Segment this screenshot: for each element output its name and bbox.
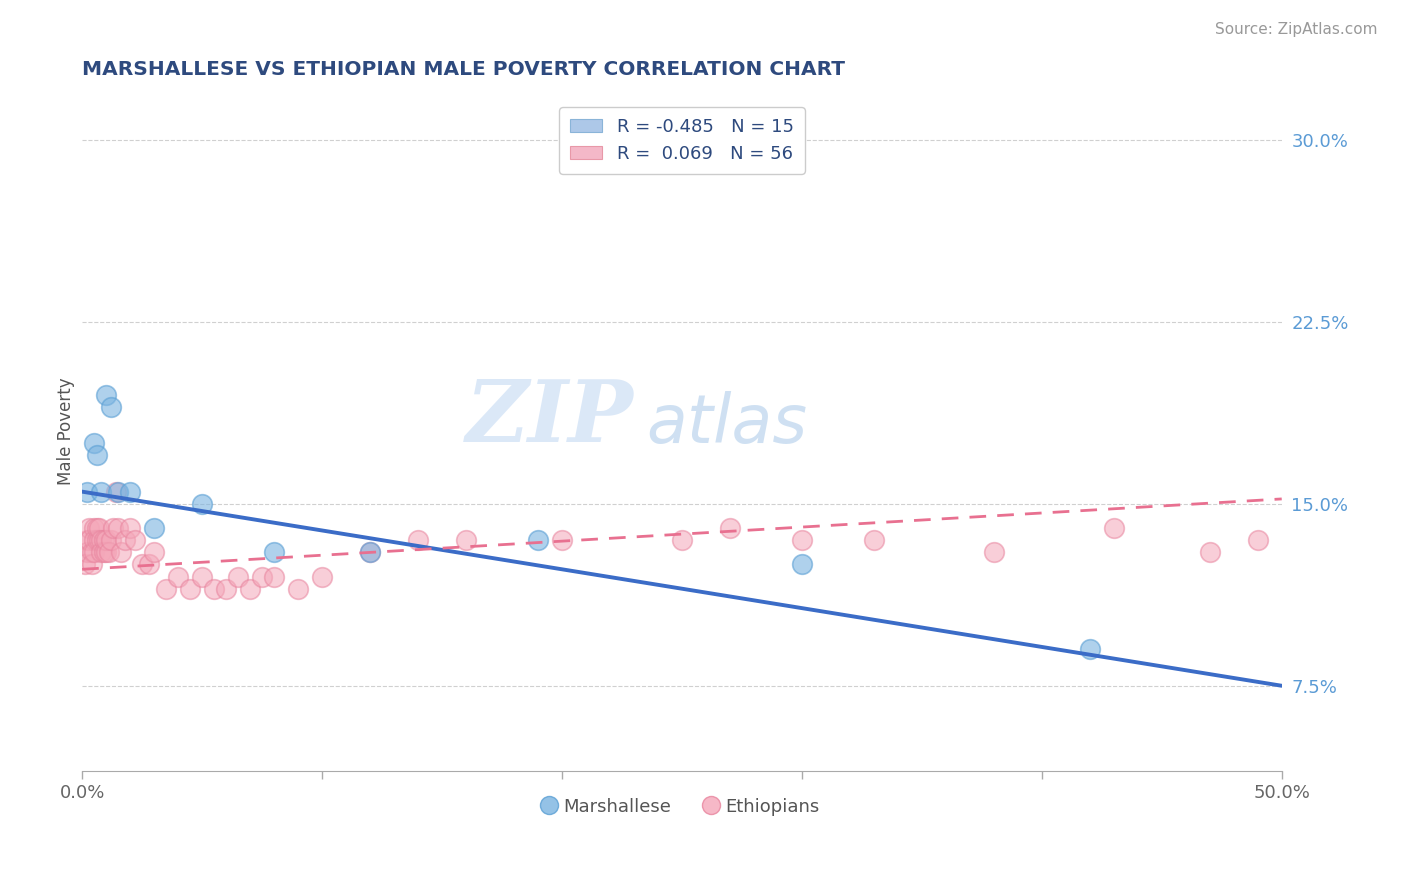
Point xyxy=(226,569,249,583)
Point xyxy=(790,533,813,548)
Point xyxy=(120,521,142,535)
Text: atlas: atlas xyxy=(645,392,807,458)
Point xyxy=(263,569,285,583)
Text: Source: ZipAtlas.com: Source: ZipAtlas.com xyxy=(1215,22,1378,37)
Point xyxy=(80,558,103,572)
Point xyxy=(406,533,429,548)
Point xyxy=(1102,521,1125,535)
Point xyxy=(239,582,262,596)
Point xyxy=(114,533,136,548)
Point xyxy=(191,497,214,511)
Legend: Marshallese, Ethiopians: Marshallese, Ethiopians xyxy=(537,790,827,822)
Point xyxy=(155,582,177,596)
Point xyxy=(73,558,96,572)
Point xyxy=(94,533,117,548)
Point xyxy=(138,558,160,572)
Point xyxy=(93,533,115,548)
Point xyxy=(107,521,129,535)
Point xyxy=(107,484,129,499)
Point xyxy=(671,533,693,548)
Point xyxy=(790,558,813,572)
Point xyxy=(90,545,112,559)
Point xyxy=(287,582,309,596)
Point xyxy=(124,533,146,548)
Point xyxy=(143,521,166,535)
Point xyxy=(110,545,132,559)
Point xyxy=(527,533,550,548)
Point xyxy=(311,569,333,583)
Point xyxy=(143,545,166,559)
Point xyxy=(90,484,112,499)
Point xyxy=(718,521,741,535)
Point xyxy=(83,533,105,548)
Point xyxy=(104,484,127,499)
Point xyxy=(167,569,190,583)
Point xyxy=(191,569,214,583)
Point xyxy=(179,582,201,596)
Point xyxy=(454,533,477,548)
Point xyxy=(131,558,153,572)
Point xyxy=(76,545,98,559)
Point xyxy=(79,533,101,548)
Point xyxy=(87,533,110,548)
Point xyxy=(1247,533,1270,548)
Point xyxy=(103,521,125,535)
Point xyxy=(76,484,98,499)
Point xyxy=(100,533,122,548)
Point xyxy=(359,545,381,559)
Point xyxy=(215,582,238,596)
Point xyxy=(86,521,108,535)
Y-axis label: Male Poverty: Male Poverty xyxy=(58,377,75,484)
Point xyxy=(983,545,1005,559)
Point xyxy=(250,569,273,583)
Point xyxy=(120,484,142,499)
Point xyxy=(863,533,886,548)
Text: MARSHALLESE VS ETHIOPIAN MALE POVERTY CORRELATION CHART: MARSHALLESE VS ETHIOPIAN MALE POVERTY CO… xyxy=(82,60,845,78)
Point xyxy=(76,533,98,548)
Point xyxy=(263,545,285,559)
Point xyxy=(551,533,574,548)
Point xyxy=(83,521,105,535)
Point xyxy=(100,400,122,414)
Point xyxy=(86,448,108,462)
Point xyxy=(83,436,105,450)
Point xyxy=(90,533,112,548)
Point xyxy=(94,387,117,401)
Point xyxy=(202,582,225,596)
Point xyxy=(1078,642,1101,657)
Point xyxy=(79,521,101,535)
Point xyxy=(97,545,120,559)
Point xyxy=(83,545,105,559)
Point xyxy=(93,545,115,559)
Point xyxy=(87,521,110,535)
Point xyxy=(359,545,381,559)
Point xyxy=(94,545,117,559)
Point xyxy=(80,545,103,559)
Text: ZIP: ZIP xyxy=(465,376,634,459)
Point xyxy=(86,533,108,548)
Point xyxy=(1198,545,1220,559)
